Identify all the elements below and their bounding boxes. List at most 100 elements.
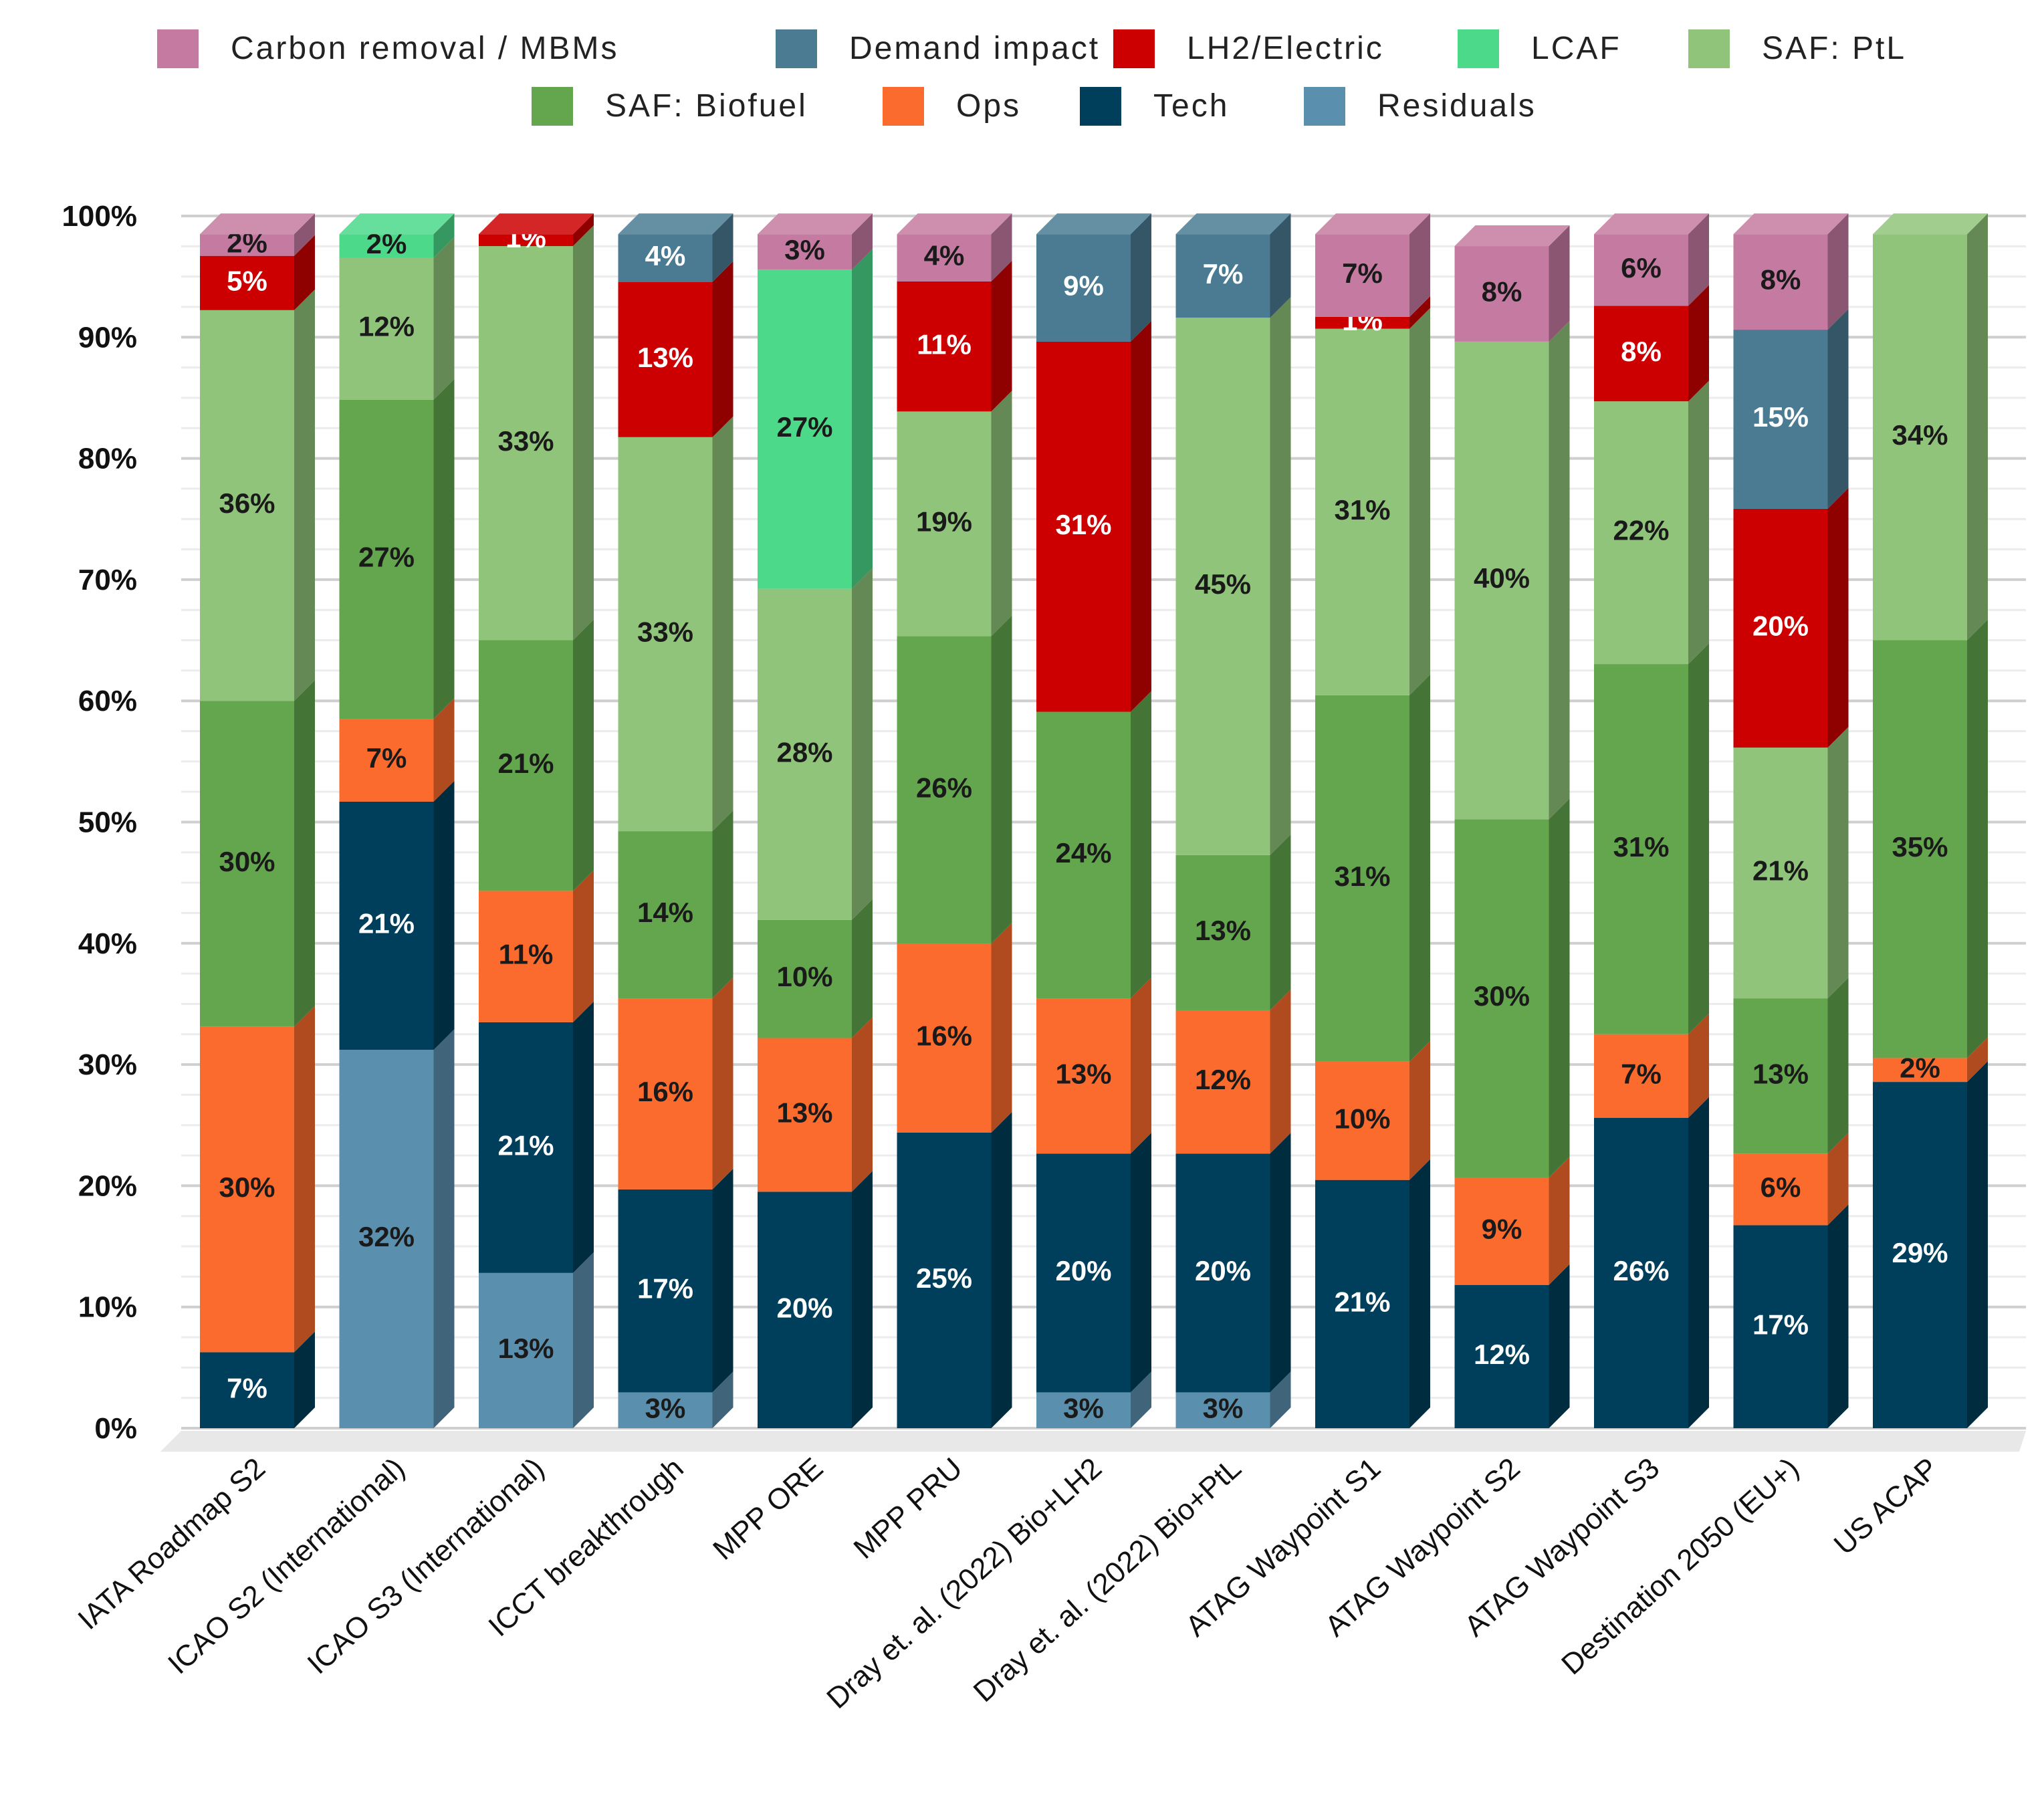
data-label: 6%	[1621, 252, 1662, 283]
bar-segment	[1175, 318, 1270, 855]
bar-segment	[758, 919, 852, 1038]
bar-segment	[479, 891, 573, 1022]
data-label: 10%	[1334, 1103, 1390, 1134]
bar-segment-side	[852, 1171, 873, 1428]
bar-segment	[618, 998, 713, 1189]
data-label: 27%	[776, 411, 832, 443]
bar-segment-side	[852, 213, 873, 270]
bar-top	[1454, 225, 1570, 247]
bar-segment-side	[1131, 320, 1151, 712]
bar-segment-side	[1827, 1133, 1849, 1226]
bar-segment	[618, 1392, 713, 1428]
bar-segment	[479, 246, 573, 641]
legend-item: Tech	[1080, 87, 1227, 126]
bar-top	[1315, 213, 1430, 235]
bar-segment	[1036, 998, 1131, 1154]
bar-stack: 3% 17% 16% 14% 33% 13% 4%	[618, 213, 733, 1428]
bar-segment-side	[294, 680, 315, 1027]
y-tick-label: 70%	[78, 564, 137, 596]
bar-segment-side	[712, 416, 733, 832]
bar-segment-side	[294, 1006, 315, 1353]
bar-segment-side	[1131, 1133, 1151, 1393]
bar-segment-side	[852, 899, 873, 1038]
data-label: 8%	[1621, 336, 1662, 367]
bar-segment-side	[1688, 1097, 1709, 1428]
data-label: 21%	[1334, 1286, 1390, 1317]
bar-segment-side	[852, 1017, 873, 1192]
data-label: 13%	[1752, 1058, 1809, 1089]
data-label: 15%	[1752, 401, 1809, 433]
y-tick-label: 20%	[78, 1169, 137, 1202]
bar-segment	[1454, 1284, 1549, 1428]
bar-segment	[479, 1022, 573, 1273]
bar-segment-side	[991, 1111, 1012, 1428]
bar-stack: 17% 6% 13% 21% 20% 15% 8%	[1733, 213, 1849, 1428]
bar-segment-side	[294, 289, 315, 701]
bar-segment-side	[1409, 1159, 1430, 1428]
bar-segment-side	[991, 213, 1012, 281]
data-label: 25%	[916, 1262, 972, 1294]
bar-stack: 29%2%35%34%	[1873, 213, 1988, 1428]
bar-segment-side	[573, 225, 594, 641]
bar-segment-side	[573, 870, 594, 1022]
bar-segment	[618, 1189, 713, 1393]
bar-segment-side	[712, 978, 733, 1189]
data-label: 9%	[1063, 270, 1104, 302]
bar-segment-side	[1409, 674, 1430, 1062]
bar-segment	[1594, 1034, 1688, 1118]
data-label: 21%	[497, 748, 554, 779]
bar-segment	[1175, 1010, 1270, 1154]
bar-segment-side	[1409, 213, 1430, 317]
bar-segment	[200, 1352, 294, 1428]
legend-item: Carbon removal / MBMs	[157, 29, 616, 68]
data-label: 17%	[637, 1273, 693, 1304]
data-label: 31%	[1334, 861, 1390, 892]
bar-segment	[479, 640, 573, 891]
bar-segment-side	[991, 923, 1012, 1133]
bar-segment-side	[1827, 1204, 1849, 1428]
legend-swatch	[1113, 29, 1155, 68]
bar-segment-side	[1549, 1264, 1570, 1428]
bar-segment	[1315, 1179, 1409, 1428]
bar-segment-side	[294, 235, 315, 310]
bar-segment-side	[1549, 798, 1570, 1177]
data-label: 21%	[1752, 855, 1809, 887]
bar-segment	[1315, 328, 1409, 695]
x-tick-label: Destination 2050 (EU+)	[1555, 1452, 1805, 1681]
bar-segment	[1873, 1082, 1967, 1428]
legend-item: Demand impact	[776, 29, 1098, 68]
bar-segment-side	[573, 1252, 594, 1428]
bar-segment	[758, 269, 852, 589]
y-tick-label: 60%	[78, 685, 137, 717]
bar-stack: 13%21%11%21%33%1%	[479, 213, 594, 1428]
bar-stack: 32%21%7%27%12%2%	[339, 213, 455, 1428]
legend-label: LH2/Electric	[1187, 31, 1384, 66]
bar-segment-side	[433, 213, 455, 258]
bar-segment	[1594, 234, 1688, 306]
legend-item: LH2/Electric	[1113, 29, 1384, 68]
bar-segment-side	[991, 615, 1012, 944]
bar-stack: 25% 16% 26% 19% 11% 4%	[897, 213, 1012, 1428]
data-label: 7%	[227, 1372, 267, 1403]
bar-segment-side	[1827, 978, 1849, 1154]
data-label: 11%	[499, 939, 554, 970]
y-tick-label: 80%	[78, 443, 137, 475]
data-label: 3%	[645, 1392, 686, 1424]
bar-segment	[1733, 330, 1828, 509]
bar-segment	[897, 943, 992, 1133]
bar-segment	[1454, 1177, 1549, 1285]
x-tick-label: MPP ORE	[707, 1452, 829, 1567]
bar-segment	[897, 1132, 992, 1428]
data-label: 30%	[1474, 980, 1530, 1012]
bar-segment	[339, 801, 434, 1050]
data-label: 12%	[358, 311, 415, 342]
bar-segment	[1873, 640, 1967, 1058]
bar-segment-side	[433, 1029, 455, 1428]
bar-top	[1594, 213, 1709, 235]
bar-stack: 26% 7% 31% 22% 8% 6%	[1594, 213, 1709, 1428]
bar-top	[1733, 213, 1849, 235]
data-label: 28%	[776, 736, 832, 768]
bar-segment	[758, 1038, 852, 1192]
data-label: 30%	[219, 1171, 275, 1203]
legend-label: SAF: Biofuel	[605, 88, 808, 124]
